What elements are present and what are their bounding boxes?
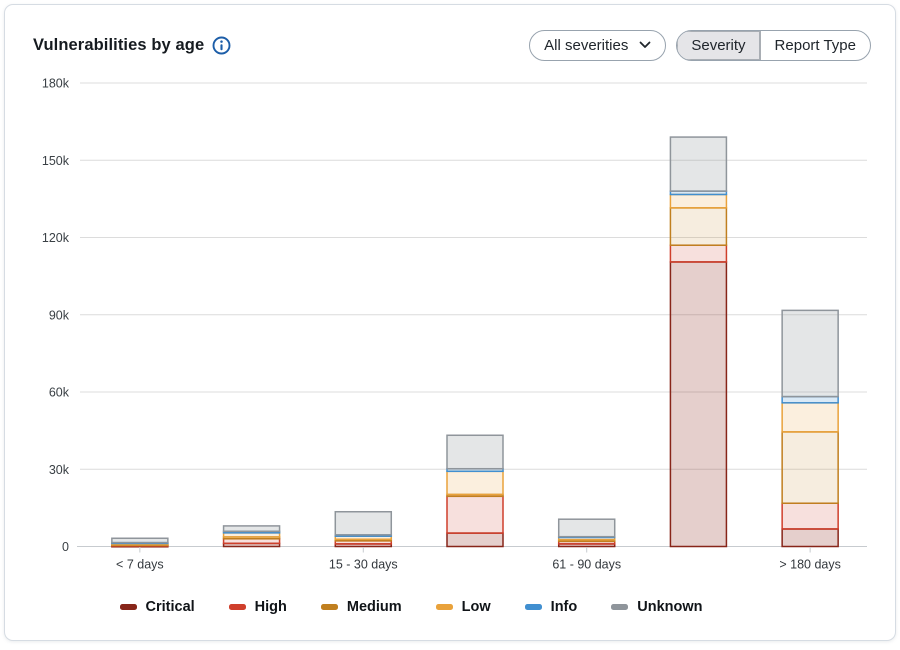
bar-segment-info[interactable] bbox=[782, 397, 838, 403]
bar-segment-unknown[interactable] bbox=[224, 526, 280, 531]
info-icon[interactable] bbox=[212, 36, 231, 55]
legend-label: Low bbox=[462, 599, 491, 615]
bar-segment-medium[interactable] bbox=[224, 537, 280, 539]
bar-segment-unknown[interactable] bbox=[447, 435, 503, 468]
legend-label: Medium bbox=[347, 599, 402, 615]
legend-label: Info bbox=[551, 599, 578, 615]
legend-item-medium[interactable]: Medium bbox=[321, 599, 402, 615]
legend-label: Critical bbox=[146, 599, 195, 615]
bar-segment-critical[interactable] bbox=[670, 262, 726, 547]
bar-segment-medium[interactable] bbox=[670, 208, 726, 245]
bar-segment-medium[interactable] bbox=[112, 545, 168, 546]
view-toggle: Severity Report Type bbox=[676, 30, 871, 61]
tab-report-type[interactable]: Report Type bbox=[760, 31, 870, 60]
tab-severity-label: Severity bbox=[691, 37, 745, 54]
bar-segment-critical[interactable] bbox=[782, 529, 838, 547]
page-title: Vulnerabilities by age bbox=[33, 36, 204, 55]
bar-segment-info[interactable] bbox=[335, 535, 391, 536]
bar-segment-info[interactable] bbox=[447, 469, 503, 472]
legend-item-info[interactable]: Info bbox=[525, 599, 578, 615]
chevron-down-icon bbox=[639, 41, 651, 49]
bar-segment-high[interactable] bbox=[559, 541, 615, 544]
bar-segment-medium[interactable] bbox=[559, 540, 615, 542]
legend-item-low[interactable]: Low bbox=[436, 599, 491, 615]
bar-segment-low[interactable] bbox=[559, 537, 615, 539]
bar-segment-medium[interactable] bbox=[782, 432, 838, 503]
tab-severity[interactable]: Severity bbox=[677, 31, 759, 60]
legend-swatch-icon bbox=[120, 604, 137, 610]
x-axis-label: 15 - 30 days bbox=[329, 558, 398, 572]
bar-segment-low[interactable] bbox=[447, 471, 503, 494]
bar-segment-medium[interactable] bbox=[447, 494, 503, 496]
y-axis-label: 90k bbox=[49, 308, 70, 322]
bar-segment-unknown[interactable] bbox=[112, 538, 168, 542]
y-axis-label: 150k bbox=[42, 154, 70, 168]
bar-segment-critical[interactable] bbox=[559, 544, 615, 547]
bar-segment-unknown[interactable] bbox=[559, 519, 615, 537]
vulnerabilities-chart: 0 30k 60k 90k 120k 150k 180k < 7 days 15 - 30 da… bbox=[5, 5, 900, 650]
legend-swatch-icon bbox=[436, 604, 453, 610]
bar-segment-low[interactable] bbox=[782, 403, 838, 432]
bar-segment-low[interactable] bbox=[224, 533, 280, 537]
legend-swatch-icon bbox=[525, 604, 542, 610]
bar-segment-high[interactable] bbox=[670, 245, 726, 262]
legend-item-unknown[interactable]: Unknown bbox=[611, 599, 702, 615]
tab-report-type-label: Report Type bbox=[775, 37, 856, 54]
legend-label: Unknown bbox=[637, 599, 702, 615]
y-axis-label: 60k bbox=[49, 386, 70, 400]
legend-label: High bbox=[255, 599, 287, 615]
bar-segment-low[interactable] bbox=[670, 194, 726, 207]
legend-swatch-icon bbox=[229, 604, 246, 610]
x-axis-label: 61 - 90 days bbox=[552, 558, 621, 572]
bar-segment-medium[interactable] bbox=[335, 539, 391, 541]
card-header: Vulnerabilities by age All severities Se… bbox=[33, 29, 871, 61]
bar-segment-info[interactable] bbox=[224, 531, 280, 533]
bar-segment-critical[interactable] bbox=[112, 546, 168, 547]
bar-segment-info[interactable] bbox=[670, 191, 726, 194]
bar-segment-unknown[interactable] bbox=[670, 137, 726, 191]
legend-swatch-icon bbox=[321, 604, 338, 610]
bar-segment-critical[interactable] bbox=[447, 533, 503, 546]
bar-segment-unknown[interactable] bbox=[335, 512, 391, 535]
severity-filter-dropdown[interactable]: All severities bbox=[529, 30, 666, 61]
legend-item-critical[interactable]: Critical bbox=[120, 599, 195, 615]
y-axis-label: 120k bbox=[42, 231, 70, 245]
x-axis-label: < 7 days bbox=[116, 558, 164, 572]
bar-segment-critical[interactable] bbox=[335, 544, 391, 547]
bar-segment-high[interactable] bbox=[782, 503, 838, 529]
bar-segment-critical[interactable] bbox=[224, 543, 280, 546]
vulnerabilities-by-age-card: Vulnerabilities by age All severities Se… bbox=[4, 4, 896, 641]
y-axis-label: 30k bbox=[49, 463, 70, 477]
bar-segment-high[interactable] bbox=[447, 496, 503, 533]
bar-segment-high[interactable] bbox=[112, 545, 168, 546]
bar-segment-info[interactable] bbox=[112, 543, 168, 544]
bar-segment-high[interactable] bbox=[224, 539, 280, 544]
legend-item-high[interactable]: High bbox=[229, 599, 287, 615]
legend-swatch-icon bbox=[611, 604, 628, 610]
bar-segment-low[interactable] bbox=[335, 536, 391, 539]
bar-segment-low[interactable] bbox=[112, 543, 168, 544]
bar-segment-high[interactable] bbox=[335, 541, 391, 544]
severity-filter-label: All severities bbox=[544, 37, 628, 54]
bar-segment-info[interactable] bbox=[559, 537, 615, 538]
bar-segment-unknown[interactable] bbox=[782, 310, 838, 396]
chart-controls: All severities Severity Report Type bbox=[529, 30, 871, 61]
y-axis-label: 180k bbox=[42, 77, 70, 91]
x-axis-label: > 180 days bbox=[779, 558, 841, 572]
legend: Critical High Medium Low Info Unknown bbox=[5, 599, 817, 615]
y-axis-label: 0 bbox=[62, 540, 69, 554]
